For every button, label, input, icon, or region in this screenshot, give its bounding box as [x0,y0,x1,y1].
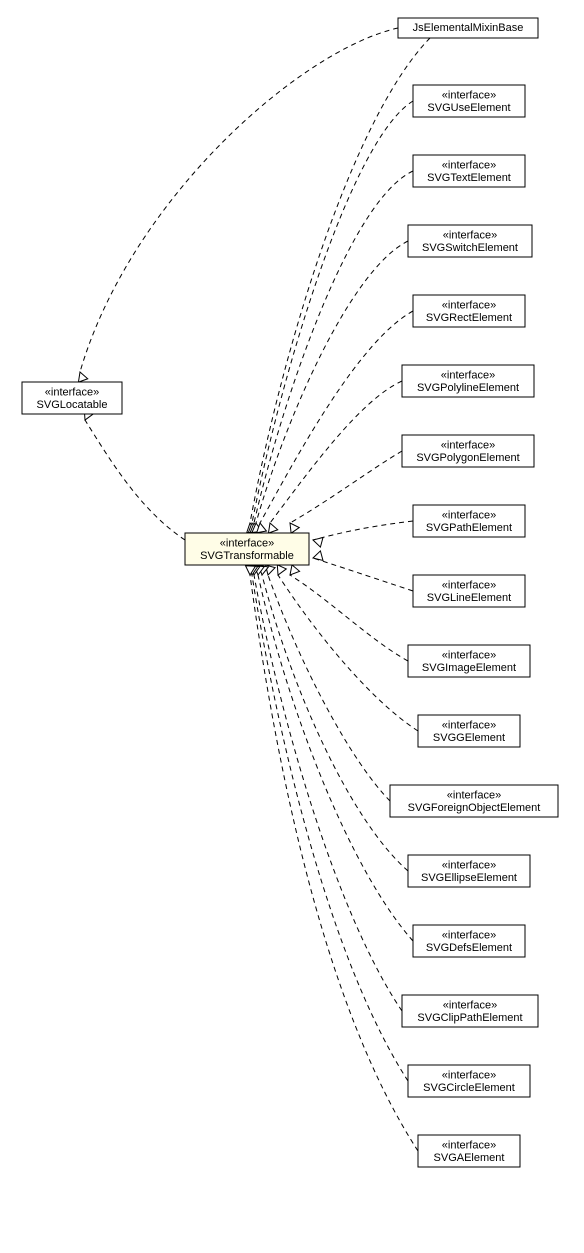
arrowhead-rect-transformable [257,523,267,533]
node-defs: «interface»SVGDefsElement [413,925,525,957]
edge-circle-transformable [252,575,408,1081]
arrowhead-g-transformable [277,565,286,575]
node-use-stereotype: «interface» [442,89,496,101]
node-rect-stereotype: «interface» [442,299,496,311]
edge-defs-transformable [258,575,413,941]
edge-switch-transformable [256,241,408,523]
node-circle-label: SVGCircleElement [423,1082,515,1094]
node-path: «interface»SVGPathElement [413,505,525,537]
node-clip: «interface»SVGClipPathElement [402,995,538,1027]
node-mixin-label: JsElementalMixinBase [413,22,524,34]
edge-g-transformable [278,575,418,731]
arrowhead-mixin-locatable [78,372,87,382]
edge-ellipse-transformable [262,575,408,871]
node-defs-stereotype: «interface» [442,929,496,941]
node-use-label: SVGUseElement [427,102,510,114]
node-switch-stereotype: «interface» [443,229,497,241]
node-a-label: SVGAElement [434,1152,505,1164]
arrowhead-image-transformable [290,565,300,575]
node-text-stereotype: «interface» [442,159,496,171]
arrowhead-polyline-transformable [268,523,277,533]
node-polygon-label: SVGPolygonElement [416,452,519,464]
edge-text-transformable [254,171,413,523]
edge-image-transformable [290,575,408,661]
node-g: «interface»SVGGElement [418,715,520,747]
node-circle: «interface»SVGCircleElement [408,1065,530,1097]
node-defs-label: SVGDefsElement [426,942,512,954]
node-line: «interface»SVGLineElement [413,575,525,607]
edge-use-transformable [252,101,413,523]
node-line-label: SVGLineElement [427,592,511,604]
node-ellipse: «interface»SVGEllipseElement [408,855,530,887]
node-circle-stereotype: «interface» [442,1069,496,1081]
node-foreign: «interface»SVGForeignObjectElement [390,785,558,817]
node-polyline-stereotype: «interface» [441,369,495,381]
node-locatable: «interface»SVGLocatable [22,382,122,414]
node-polygon: «interface»SVGPolygonElement [402,435,534,467]
node-image-stereotype: «interface» [442,649,496,661]
node-rect-label: SVGRectElement [426,312,512,324]
edge-line-transformable [313,558,413,591]
node-ellipse-label: SVGEllipseElement [421,872,517,884]
node-image: «interface»SVGImageElement [408,645,530,677]
edge-polygon-transformable [290,451,402,523]
node-locatable-stereotype: «interface» [45,386,99,398]
node-transformable: «interface»SVGTransformable [185,533,309,565]
node-ellipse-stereotype: «interface» [442,859,496,871]
node-clip-stereotype: «interface» [443,999,497,1011]
node-polyline: «interface»SVGPolylineElement [402,365,534,397]
node-path-label: SVGPathElement [426,522,512,534]
node-image-label: SVGImageElement [422,662,516,674]
node-locatable-label: SVGLocatable [37,399,108,411]
node-use: «interface»SVGUseElement [413,85,525,117]
node-text: «interface»SVGTextElement [413,155,525,187]
node-transformable-label: SVGTransformable [200,550,294,562]
node-mixin: JsElementalMixinBase [398,18,538,38]
edge-path-transformable [313,521,413,540]
node-transformable-stereotype: «interface» [220,537,274,549]
node-a: «interface»SVGAElement [418,1135,520,1167]
node-switch: «interface»SVGSwitchElement [408,225,532,257]
arrowhead-path-transformable [313,538,323,548]
node-polyline-label: SVGPolylineElement [417,382,519,394]
edge-mixin-locatable [80,28,398,372]
node-polygon-stereotype: «interface» [441,439,495,451]
node-rect: «interface»SVGRectElement [413,295,525,327]
node-foreign-stereotype: «interface» [447,789,501,801]
node-path-stereotype: «interface» [442,509,496,521]
node-clip-label: SVGClipPathElement [417,1012,522,1024]
edge-a-transformable [250,575,418,1151]
node-line-stereotype: «interface» [442,579,496,591]
node-text-label: SVGTextElement [427,172,511,184]
edges-layer [78,28,430,1151]
edge-transformable-locatable [85,420,185,540]
node-switch-label: SVGSwitchElement [422,242,518,254]
arrowhead-line-transformable [313,551,323,561]
edge-foreign-transformable [268,575,390,801]
uml-diagram: JsElementalMixinBase«interface»SVGUseEle… [0,0,584,1253]
node-g-label: SVGGElement [433,732,505,744]
arrowhead-polygon-transformable [290,523,299,533]
node-a-stereotype: «interface» [442,1139,496,1151]
node-g-stereotype: «interface» [442,719,496,731]
node-foreign-label: SVGForeignObjectElement [408,802,541,814]
edge-polyline-transformable [270,381,402,523]
